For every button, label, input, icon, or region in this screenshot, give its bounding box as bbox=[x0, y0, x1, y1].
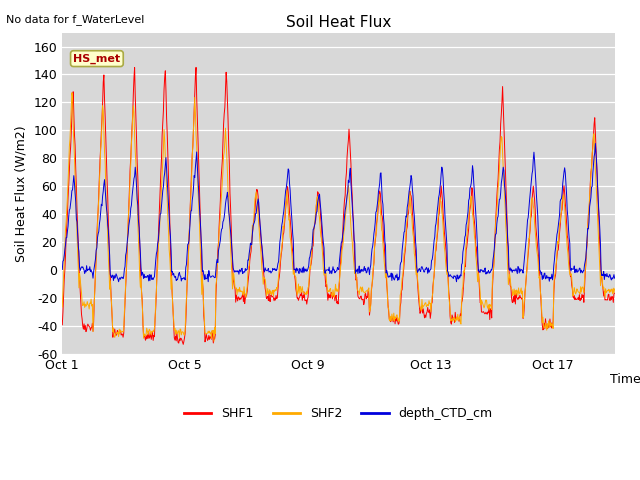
SHF1 bbox=[372, 221, 380, 227]
Title: Soil Heat Flux: Soil Heat Flux bbox=[285, 15, 391, 30]
depth_CTD_cm bbox=[259, 258, 267, 264]
SHF2 bbox=[58, 304, 66, 310]
SHF2 bbox=[260, 276, 268, 281]
depth_CTD_cm bbox=[58, 266, 66, 272]
SHF1 bbox=[260, 277, 268, 283]
depth_CTD_cm bbox=[505, 266, 513, 272]
SHF2 bbox=[290, 267, 298, 273]
SHF1 bbox=[611, 290, 618, 296]
Line: depth_CTD_cm: depth_CTD_cm bbox=[62, 144, 614, 282]
SHF2 bbox=[189, 144, 196, 149]
SHF2 bbox=[210, 338, 218, 344]
X-axis label: Time: Time bbox=[611, 373, 640, 386]
SHF2 bbox=[372, 229, 380, 235]
Line: SHF1: SHF1 bbox=[62, 67, 614, 344]
SHF2 bbox=[506, 271, 513, 277]
Line: SHF2: SHF2 bbox=[62, 93, 614, 341]
depth_CTD_cm bbox=[188, 197, 196, 203]
depth_CTD_cm bbox=[452, 279, 460, 285]
SHF2 bbox=[79, 303, 86, 309]
depth_CTD_cm bbox=[289, 231, 296, 237]
SHF1 bbox=[189, 143, 196, 148]
SHF1 bbox=[58, 322, 66, 328]
SHF1 bbox=[192, 64, 200, 70]
Y-axis label: Soil Heat Flux (W/m2): Soil Heat Flux (W/m2) bbox=[15, 125, 28, 262]
SHF1 bbox=[506, 276, 513, 282]
SHF2 bbox=[68, 90, 76, 96]
SHF1 bbox=[179, 341, 187, 347]
Legend: SHF1, SHF2, depth_CTD_cm: SHF1, SHF2, depth_CTD_cm bbox=[179, 402, 498, 425]
SHF1 bbox=[78, 316, 86, 322]
SHF2 bbox=[611, 286, 618, 292]
depth_CTD_cm bbox=[611, 276, 618, 281]
depth_CTD_cm bbox=[371, 219, 379, 225]
Text: No data for f_WaterLevel: No data for f_WaterLevel bbox=[6, 14, 145, 25]
Text: HS_met: HS_met bbox=[74, 53, 120, 64]
depth_CTD_cm bbox=[78, 264, 86, 270]
SHF1 bbox=[290, 268, 298, 274]
depth_CTD_cm bbox=[591, 141, 599, 146]
